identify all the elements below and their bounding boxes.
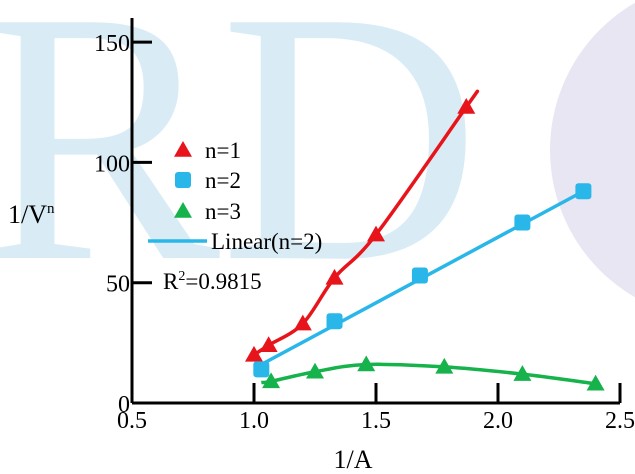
y-axis-label-sup: n — [47, 201, 55, 217]
data-point — [586, 374, 605, 391]
legend-item-fit: Linear(n=2) — [148, 229, 322, 254]
plot-area — [245, 89, 605, 391]
legend-label: n=2 — [205, 168, 241, 193]
axes: 0 50 100 150 0.5 1.0 1.5 2.0 2.5 — [94, 18, 635, 434]
data-point — [457, 98, 476, 114]
r-squared-prefix: R — [163, 269, 179, 294]
legend-item-3: n=3 — [174, 199, 241, 224]
data-point — [253, 361, 270, 378]
y-tick-label: 150 — [94, 31, 130, 57]
data-point — [575, 183, 592, 200]
x-tick-label: 1.0 — [239, 408, 269, 434]
watermark: RD — [0, 0, 635, 336]
y-tick-label: 100 — [94, 151, 130, 177]
y-tick-label: 50 — [106, 272, 130, 298]
watermark-text: RD — [0, 0, 480, 336]
y-axis-label: 1/Vn — [8, 200, 55, 229]
data-point — [293, 314, 312, 331]
data-point — [325, 268, 344, 285]
legend-item-1: n=1 — [174, 138, 241, 163]
x-tick-label: 1.5 — [361, 408, 391, 434]
data-point — [357, 355, 376, 372]
y-tick-label: 0 — [118, 392, 130, 418]
legend-label: n=1 — [205, 138, 241, 163]
x-tick-label: 0.5 — [117, 408, 147, 434]
x-tick-label: 2.0 — [483, 408, 513, 434]
data-point — [514, 214, 531, 231]
watermark-circle — [550, 2, 635, 298]
series-3 — [261, 355, 605, 391]
legend-marker — [175, 172, 191, 188]
data-point — [411, 267, 428, 284]
r-squared-value: =0.9815 — [185, 269, 261, 294]
data-point — [262, 372, 281, 389]
data-point — [245, 345, 263, 362]
x-tick-label: 2.5 — [605, 408, 635, 434]
r-squared-annotation: R2=0.9815 — [163, 269, 262, 294]
y-axis-label-main: 1/V — [8, 200, 47, 229]
legend-marker — [174, 141, 192, 157]
x-axis-label: 1/A — [334, 445, 373, 474]
legend: n=1 n=2 n=3 Linear(n=2) — [148, 138, 322, 254]
legend-marker — [174, 202, 192, 218]
data-point — [259, 336, 278, 352]
legend-label: Linear(n=2) — [211, 229, 322, 254]
legend-label: n=3 — [205, 199, 241, 224]
series-2 — [253, 183, 592, 378]
data-point — [326, 313, 343, 330]
legend-item-2: n=2 — [175, 168, 241, 193]
data-point — [513, 365, 532, 381]
series-1 — [245, 89, 480, 362]
data-point — [367, 225, 385, 242]
axis-labels: 1/A 1/Vn R2=0.9815 — [8, 200, 373, 474]
data-point — [435, 357, 454, 374]
data-point — [306, 362, 324, 379]
r-squared-sup: 2 — [178, 269, 185, 284]
